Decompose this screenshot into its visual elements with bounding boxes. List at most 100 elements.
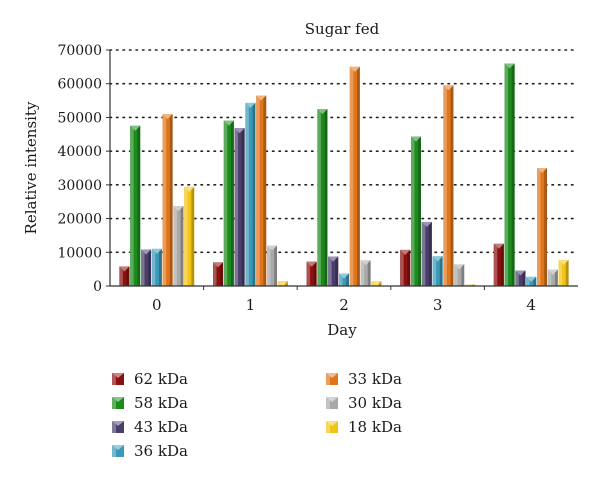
bar-shadow <box>565 260 569 286</box>
bar-cap <box>371 281 382 287</box>
bar-body <box>515 270 526 286</box>
bar-body <box>151 248 162 286</box>
bar-cap <box>349 66 360 72</box>
bar-highlight <box>558 260 563 286</box>
y-tick-label: 0 <box>93 279 102 295</box>
bar-highlight <box>371 281 375 286</box>
bar-highlight <box>306 261 311 286</box>
legend-swatch <box>112 373 124 385</box>
y-tick-label: 70000 <box>57 43 102 59</box>
bar-cap <box>443 85 454 91</box>
bar <box>213 262 223 286</box>
bar-cap <box>400 249 411 255</box>
bar-shadow <box>313 261 317 286</box>
bar-cap <box>515 270 526 276</box>
bar <box>130 125 141 286</box>
bar-highlight <box>151 248 156 286</box>
bar-body <box>537 168 547 286</box>
bar-highlight <box>465 284 469 286</box>
bar-cap <box>306 261 317 267</box>
bar-cap <box>162 114 173 120</box>
x-tick-label: 3 <box>433 296 443 314</box>
bar <box>443 85 454 287</box>
legend-swatch-highlight <box>112 373 116 385</box>
bar-cap <box>223 120 234 126</box>
bar-cap <box>454 264 465 270</box>
chart-title: Sugar fed <box>305 20 380 38</box>
bar-shadow <box>274 245 277 286</box>
bar <box>421 221 432 286</box>
bar <box>454 264 465 286</box>
y-tick-label: 40000 <box>57 144 102 160</box>
legend-swatch <box>112 445 124 457</box>
bar-cap <box>526 276 537 282</box>
bar-highlight <box>400 249 404 286</box>
bar <box>119 266 130 286</box>
bar-body <box>328 256 339 286</box>
legend-label: 58 kDa <box>134 394 188 412</box>
bar <box>411 136 421 286</box>
legend-label: 33 kDa <box>348 370 402 388</box>
bar <box>339 273 349 286</box>
bar-body <box>306 261 317 286</box>
bar-highlight <box>526 276 530 286</box>
bar-cap <box>141 249 151 255</box>
bar-highlight <box>339 273 343 286</box>
bar-highlight <box>277 281 282 286</box>
bar-highlight <box>184 186 188 286</box>
bar-shadow <box>555 269 558 286</box>
bar-shadow <box>450 85 454 287</box>
bar <box>547 269 558 286</box>
bar-cap <box>432 256 443 262</box>
legend-swatch-cap <box>112 397 124 402</box>
bar <box>400 249 411 286</box>
bar-shadow <box>522 270 526 286</box>
bar-shadow <box>461 264 465 286</box>
x-tick-label: 4 <box>526 296 536 314</box>
bar-shadow <box>285 281 288 286</box>
bar-body <box>173 206 184 286</box>
bar-highlight <box>360 260 365 286</box>
y-tick-label: 30000 <box>57 178 102 194</box>
bar-shadow <box>533 276 537 286</box>
legend-swatch <box>326 421 338 433</box>
bar-highlight <box>245 102 249 286</box>
bar-highlight <box>223 120 228 286</box>
bar-shadow <box>148 249 151 286</box>
bar-cap <box>558 260 569 266</box>
legend-swatch <box>326 397 338 409</box>
bar-shadow <box>252 102 256 286</box>
bar-shadow <box>241 128 245 286</box>
x-axis-label: Day <box>327 321 357 339</box>
bar-cap <box>256 95 267 101</box>
bar-body <box>547 269 558 286</box>
bar-shadow <box>511 63 515 286</box>
bar-highlight <box>443 85 447 287</box>
bar-body <box>256 95 267 286</box>
bar-shadow <box>407 249 411 286</box>
bar-shadow <box>263 95 267 286</box>
bar-cap <box>245 102 256 108</box>
x-tick-labels: 0 1 2 3 4 <box>152 286 536 314</box>
bar-highlight <box>504 63 509 286</box>
legend-item: 58 kDa <box>112 394 188 412</box>
bar-cap <box>537 168 547 173</box>
legend-label: 62 kDa <box>134 370 188 388</box>
bar-body <box>162 114 173 286</box>
bar-body <box>443 85 454 287</box>
legend-swatch-highlight <box>326 373 330 385</box>
legend-label: 18 kDa <box>348 418 402 436</box>
bar <box>526 276 537 286</box>
bar <box>317 109 328 286</box>
bar-body <box>400 249 411 286</box>
bar-cap <box>184 186 195 192</box>
bar-shadow <box>367 260 371 286</box>
bar <box>151 248 162 286</box>
bar-cap <box>504 63 515 69</box>
legend-item: 62 kDa <box>112 370 188 388</box>
bar-cap <box>173 206 184 212</box>
legend-swatch <box>112 397 124 409</box>
bar-cap <box>493 243 504 249</box>
legend-swatch-cap <box>326 373 338 378</box>
